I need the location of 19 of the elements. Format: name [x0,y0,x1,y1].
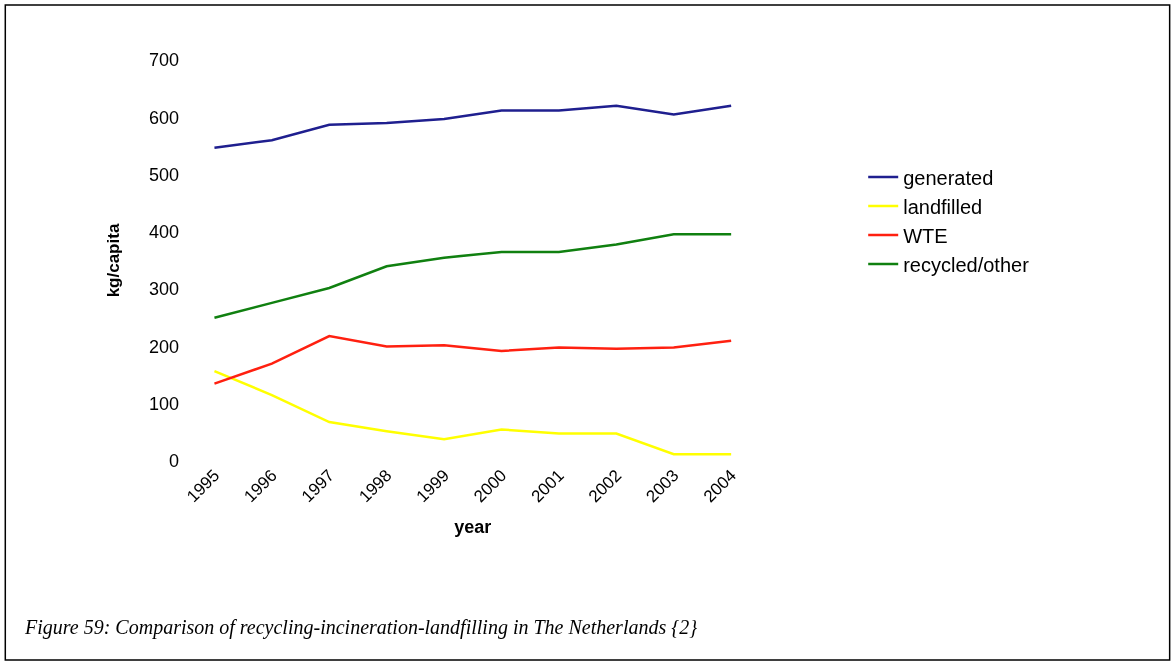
y-tick-label: 200 [148,336,179,357]
x-axis-title: year [454,517,492,538]
legend-label: generated [903,166,994,189]
legend-label: landfilled [903,195,983,218]
line-series [213,369,733,456]
caption: Figure 59: Comparison of recycling-incineration-landfilling in The Netherlands {2} [24,616,698,639]
y-tick-label: 400 [148,222,179,243]
line-series [213,334,733,385]
y-axis-title: kg/capita [103,223,123,298]
legend-label: recycled/other [903,253,1030,276]
y-tick-label: 700 [148,50,179,71]
y-tick-label: 500 [148,164,179,185]
y-tick-label: 100 [148,394,179,415]
y-tick-label: 0 [168,451,179,472]
y-tick-label: 300 [148,279,179,300]
line-series [213,104,733,149]
line-series [213,232,733,320]
y-tick-label: 600 [148,107,179,128]
legend-label: WTE [903,224,948,247]
